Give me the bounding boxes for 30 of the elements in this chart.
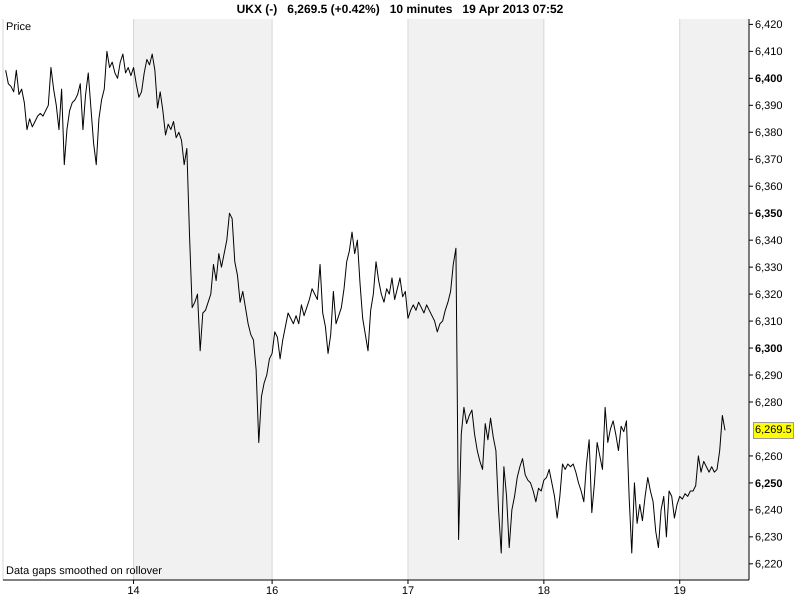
y-tick-label: 6,220	[755, 558, 783, 571]
y-tick-label: 6,360	[755, 181, 783, 194]
y-tick-label: 6,280	[755, 396, 783, 409]
x-tick-label: 14	[127, 584, 140, 597]
y-tick-label: 6,260	[755, 450, 783, 463]
y-tick-label: 6,380	[755, 127, 783, 140]
line-series	[5, 50, 726, 554]
y-tick-label: 6,310	[755, 316, 783, 328]
annotation: Data gaps smoothed on rollover	[6, 565, 162, 577]
text: 6,269.5	[753, 422, 794, 440]
y-tick-label: 6,340	[755, 235, 783, 248]
y-tick-label: 6,250	[755, 478, 783, 490]
y-tick-label: 6,290	[755, 370, 783, 382]
x-tick-label: 18	[538, 584, 550, 597]
x-tick-label: 17	[402, 584, 414, 597]
x-tick-label: 16	[266, 584, 278, 597]
y-tick-label: 6,240	[755, 504, 783, 517]
y-tick-label: 6,320	[755, 288, 783, 301]
chart-title: UKX (-) 6,269.5 (+0.42%) 10 minutes 19 Apr 2013 07:52	[236, 2, 564, 16]
x-tick-label: 19	[674, 584, 686, 597]
y-tick-label: 6,370	[755, 154, 783, 166]
y-tick-label: 6,410	[755, 46, 783, 58]
y-tick-label: 6,390	[755, 100, 783, 112]
y-tick-label: 6,400	[755, 73, 783, 86]
y-axis-title: Price	[6, 21, 32, 33]
y-tick-label: 6,420	[755, 19, 783, 32]
y-tick-label: 6,330	[755, 262, 783, 274]
y-tick-label: 6,350	[755, 208, 783, 220]
y-tick-label: 6,230	[755, 532, 783, 544]
y-tick-label: 6,300	[755, 342, 783, 355]
